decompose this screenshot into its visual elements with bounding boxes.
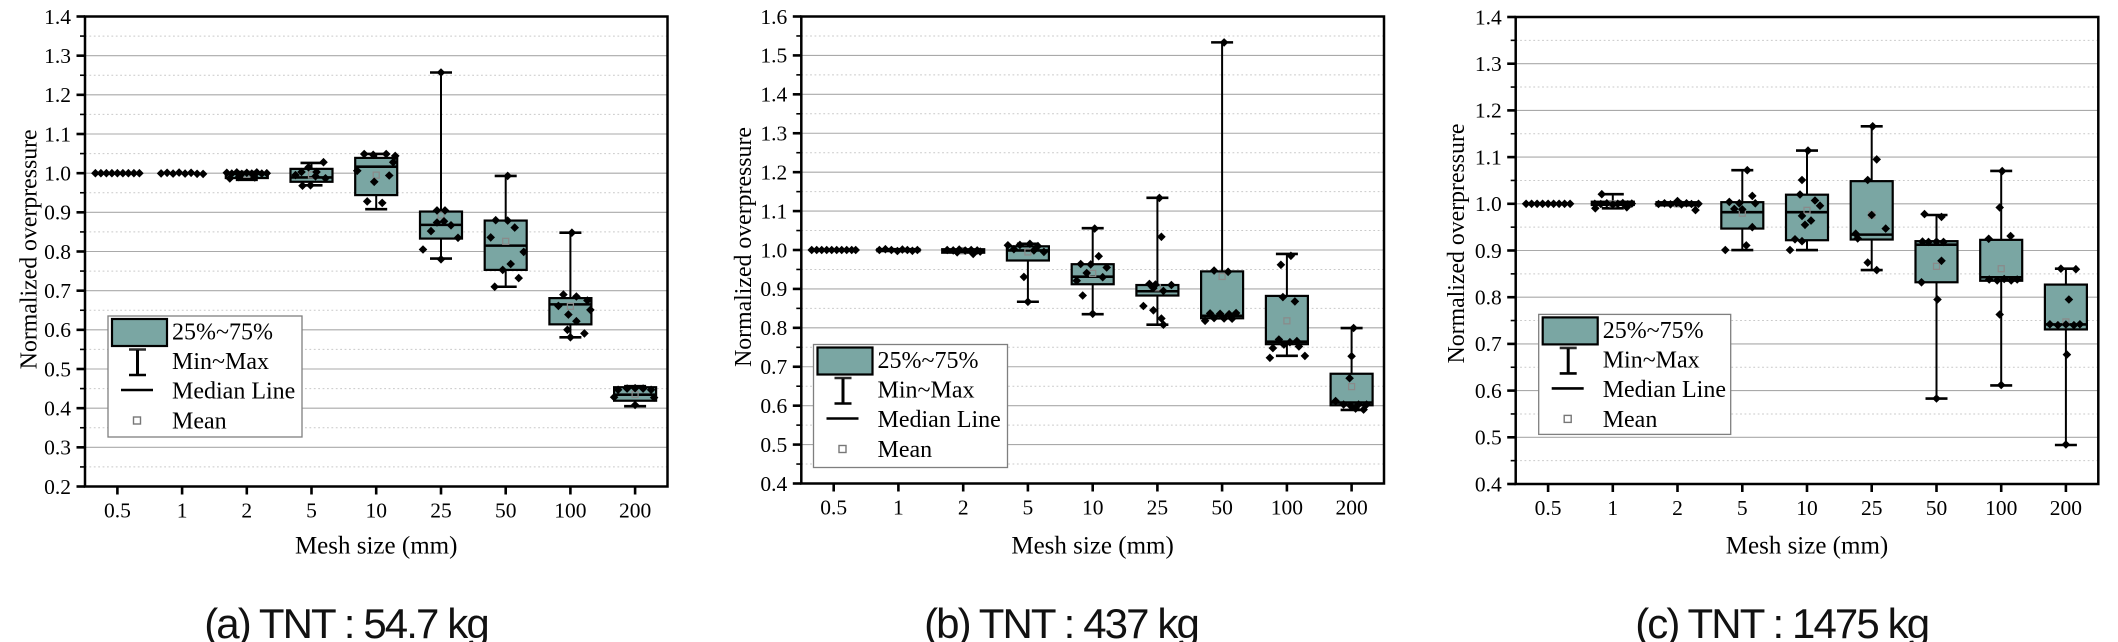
svg-text:5: 5: [1023, 496, 1034, 520]
svg-text:Mean: Mean: [878, 437, 933, 463]
svg-text:200: 200: [619, 499, 651, 523]
svg-text:1.1: 1.1: [760, 199, 787, 223]
svg-text:200: 200: [1335, 496, 1367, 520]
svg-text:1: 1: [893, 496, 904, 520]
svg-text:1.4: 1.4: [44, 5, 71, 29]
svg-text:Mean: Mean: [1603, 407, 1658, 433]
svg-text:0.6: 0.6: [760, 394, 787, 418]
svg-text:200: 200: [2050, 496, 2082, 520]
svg-text:Mesh size (mm): Mesh size (mm): [1726, 532, 1888, 559]
svg-text:1.1: 1.1: [44, 122, 71, 146]
svg-text:0.5: 0.5: [760, 433, 787, 457]
svg-text:0.4: 0.4: [1475, 472, 1502, 496]
svg-text:Normalized overpressure: Normalized overpressure: [17, 129, 43, 369]
svg-text:Normalized overpressure: Normalized overpressure: [1444, 124, 1470, 364]
svg-text:0.9: 0.9: [760, 277, 787, 301]
svg-text:Mesh size (mm): Mesh size (mm): [1011, 532, 1173, 559]
svg-text:Median Line: Median Line: [172, 379, 295, 405]
svg-text:0.9: 0.9: [1475, 239, 1502, 263]
svg-text:10: 10: [1082, 496, 1104, 520]
svg-text:0.7: 0.7: [760, 355, 787, 379]
svg-text:1: 1: [177, 499, 188, 523]
svg-text:0.6: 0.6: [1475, 379, 1502, 403]
svg-text:0.8: 0.8: [760, 316, 787, 340]
svg-text:1.0: 1.0: [1475, 192, 1502, 216]
svg-text:0.5: 0.5: [1475, 426, 1502, 450]
svg-text:5: 5: [1737, 496, 1748, 520]
svg-text:1.3: 1.3: [760, 122, 787, 146]
svg-text:100: 100: [1985, 496, 2017, 520]
svg-text:Median Line: Median Line: [878, 407, 1001, 433]
svg-text:50: 50: [1926, 496, 1948, 520]
svg-text:1.4: 1.4: [760, 83, 787, 107]
svg-text:0.8: 0.8: [1475, 286, 1502, 310]
svg-text:Normalized overpressure: Normalized overpressure: [731, 127, 757, 367]
svg-text:0.5: 0.5: [1535, 496, 1562, 520]
svg-text:1.3: 1.3: [1475, 52, 1502, 76]
svg-text:(a) TNT : 54.7 kg: (a) TNT : 54.7 kg: [204, 600, 488, 642]
svg-text:Median Line: Median Line: [1603, 377, 1726, 403]
svg-text:(b) TNT : 437 kg: (b) TNT : 437 kg: [924, 600, 1198, 642]
svg-text:25%~75%: 25%~75%: [1603, 318, 1704, 344]
svg-text:1.0: 1.0: [760, 238, 787, 262]
svg-text:1.2: 1.2: [44, 83, 71, 107]
svg-text:0.5: 0.5: [820, 496, 847, 520]
svg-text:1.5: 1.5: [760, 44, 787, 68]
svg-text:1.3: 1.3: [44, 44, 71, 68]
svg-text:0.3: 0.3: [44, 436, 71, 460]
svg-text:0.7: 0.7: [44, 279, 71, 303]
svg-text:50: 50: [1211, 496, 1233, 520]
svg-text:Mean: Mean: [172, 409, 227, 435]
svg-text:25: 25: [1147, 496, 1169, 520]
svg-text:Mesh size (mm): Mesh size (mm): [295, 532, 457, 559]
svg-text:1.2: 1.2: [760, 160, 787, 184]
svg-text:1: 1: [1607, 496, 1618, 520]
svg-text:50: 50: [495, 499, 517, 523]
svg-text:1.1: 1.1: [1475, 145, 1502, 169]
svg-text:25: 25: [1861, 496, 1883, 520]
svg-text:0.7: 0.7: [1475, 332, 1502, 356]
svg-text:1.4: 1.4: [1475, 5, 1502, 29]
svg-text:1.2: 1.2: [1475, 99, 1502, 123]
svg-text:0.8: 0.8: [44, 240, 71, 264]
svg-text:10: 10: [1796, 496, 1818, 520]
svg-text:2: 2: [241, 499, 252, 523]
svg-text:0.5: 0.5: [104, 499, 131, 523]
svg-text:5: 5: [306, 499, 317, 523]
svg-text:0.6: 0.6: [44, 318, 71, 342]
svg-text:100: 100: [1271, 496, 1303, 520]
svg-text:0.4: 0.4: [760, 472, 787, 496]
svg-text:Min~Max: Min~Max: [878, 378, 975, 404]
svg-text:0.4: 0.4: [44, 396, 71, 420]
svg-text:1.0: 1.0: [44, 161, 71, 185]
svg-text:25%~75%: 25%~75%: [878, 348, 979, 374]
svg-text:25%~75%: 25%~75%: [172, 320, 273, 346]
svg-text:10: 10: [365, 499, 387, 523]
svg-text:2: 2: [958, 496, 969, 520]
svg-text:0.2: 0.2: [44, 475, 71, 499]
svg-text:2: 2: [1672, 496, 1683, 520]
svg-text:100: 100: [554, 499, 586, 523]
svg-text:(c) TNT : 1475 kg: (c) TNT : 1475 kg: [1635, 600, 1928, 642]
svg-text:1.6: 1.6: [760, 5, 787, 29]
svg-text:Min~Max: Min~Max: [1603, 348, 1700, 374]
svg-text:Min~Max: Min~Max: [172, 349, 269, 375]
svg-text:25: 25: [430, 499, 452, 523]
svg-text:0.9: 0.9: [44, 201, 71, 225]
svg-text:0.5: 0.5: [44, 357, 71, 381]
